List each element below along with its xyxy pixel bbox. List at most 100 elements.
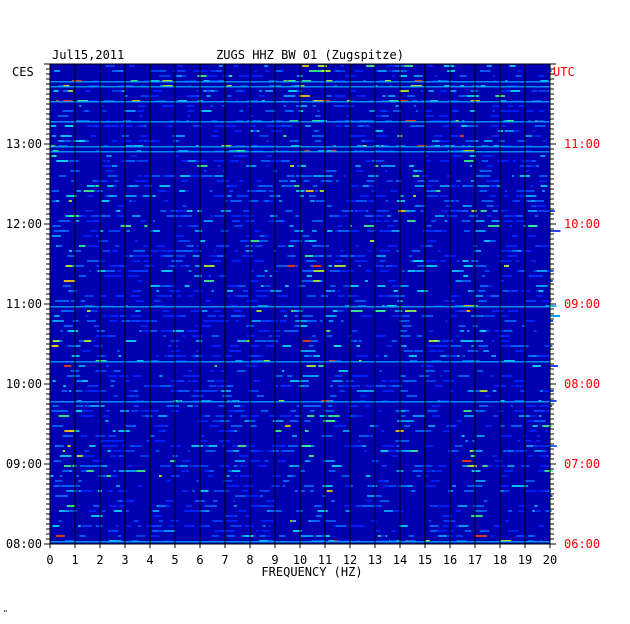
streak [428, 380, 432, 382]
streak [516, 220, 526, 222]
streak [237, 405, 245, 407]
streak [61, 485, 73, 487]
streak [132, 290, 138, 292]
streak [72, 265, 80, 267]
streak [521, 250, 531, 252]
streak [84, 450, 90, 452]
streak [205, 415, 211, 417]
streak [356, 390, 367, 392]
streak [467, 485, 478, 487]
x-tick-label: 4 [146, 553, 153, 567]
streak [484, 270, 490, 272]
streak [233, 310, 242, 312]
streak [208, 275, 211, 277]
streak [136, 470, 146, 472]
streak [462, 355, 465, 357]
streak [491, 220, 501, 222]
streak [323, 460, 335, 462]
streak [337, 385, 346, 387]
streak [392, 385, 401, 387]
streak [467, 330, 470, 332]
streak [441, 515, 453, 517]
streak [341, 320, 344, 322]
streak [118, 455, 124, 457]
streak [113, 510, 122, 512]
streak [78, 525, 81, 527]
streak [304, 420, 311, 422]
streak [194, 230, 203, 232]
streak [201, 175, 213, 177]
streak [536, 270, 547, 272]
streak [452, 110, 459, 112]
streak [82, 410, 93, 412]
streak [382, 95, 386, 97]
streak [84, 295, 94, 297]
streak [100, 440, 105, 442]
streak [539, 405, 546, 407]
streak [392, 70, 399, 72]
streak [208, 475, 213, 477]
streak [198, 525, 205, 527]
streak [174, 355, 186, 357]
streak [493, 180, 499, 182]
streak [175, 235, 185, 237]
streak [475, 265, 487, 267]
streak [186, 210, 193, 212]
streak [511, 175, 514, 177]
streak [216, 245, 228, 247]
streak [181, 335, 186, 337]
streak [475, 480, 486, 482]
right-time-label: 07:00 [564, 457, 600, 471]
streak [358, 265, 361, 267]
left-time-label: 09:00 [6, 457, 42, 471]
streak [474, 250, 482, 252]
streak [398, 320, 410, 322]
streak [508, 530, 519, 532]
streak [526, 290, 530, 292]
streak [133, 250, 146, 252]
streak [539, 175, 548, 177]
streak [161, 270, 173, 272]
streak [93, 405, 105, 407]
streak [413, 260, 424, 262]
streak [307, 180, 310, 182]
streak [334, 95, 346, 97]
streak [438, 535, 447, 537]
streak [475, 230, 486, 232]
streak [457, 375, 470, 377]
streak [500, 345, 511, 347]
streak [97, 420, 101, 422]
streak [71, 180, 74, 182]
streak [120, 225, 131, 227]
streak [176, 75, 182, 77]
streak [438, 140, 441, 142]
streak [348, 295, 359, 297]
streak [176, 445, 181, 447]
streak [444, 220, 448, 222]
streak [134, 295, 140, 297]
streak [455, 445, 463, 447]
streak [403, 65, 413, 67]
streak [207, 505, 210, 507]
streak [229, 190, 233, 192]
streak [78, 275, 87, 277]
streak [365, 475, 371, 477]
streak [258, 185, 266, 187]
streak [73, 140, 86, 142]
streak [105, 65, 109, 67]
streak [71, 300, 75, 302]
streak [403, 350, 413, 352]
streak [85, 90, 91, 92]
streak [177, 465, 188, 467]
streak [95, 185, 99, 187]
streak [126, 525, 131, 527]
streak [477, 185, 490, 187]
streak [58, 520, 62, 522]
streak [527, 355, 534, 357]
streak [76, 265, 85, 267]
streak [377, 480, 385, 482]
streak [78, 365, 86, 367]
streak [458, 95, 468, 97]
streak [516, 190, 525, 192]
streak [249, 460, 260, 462]
